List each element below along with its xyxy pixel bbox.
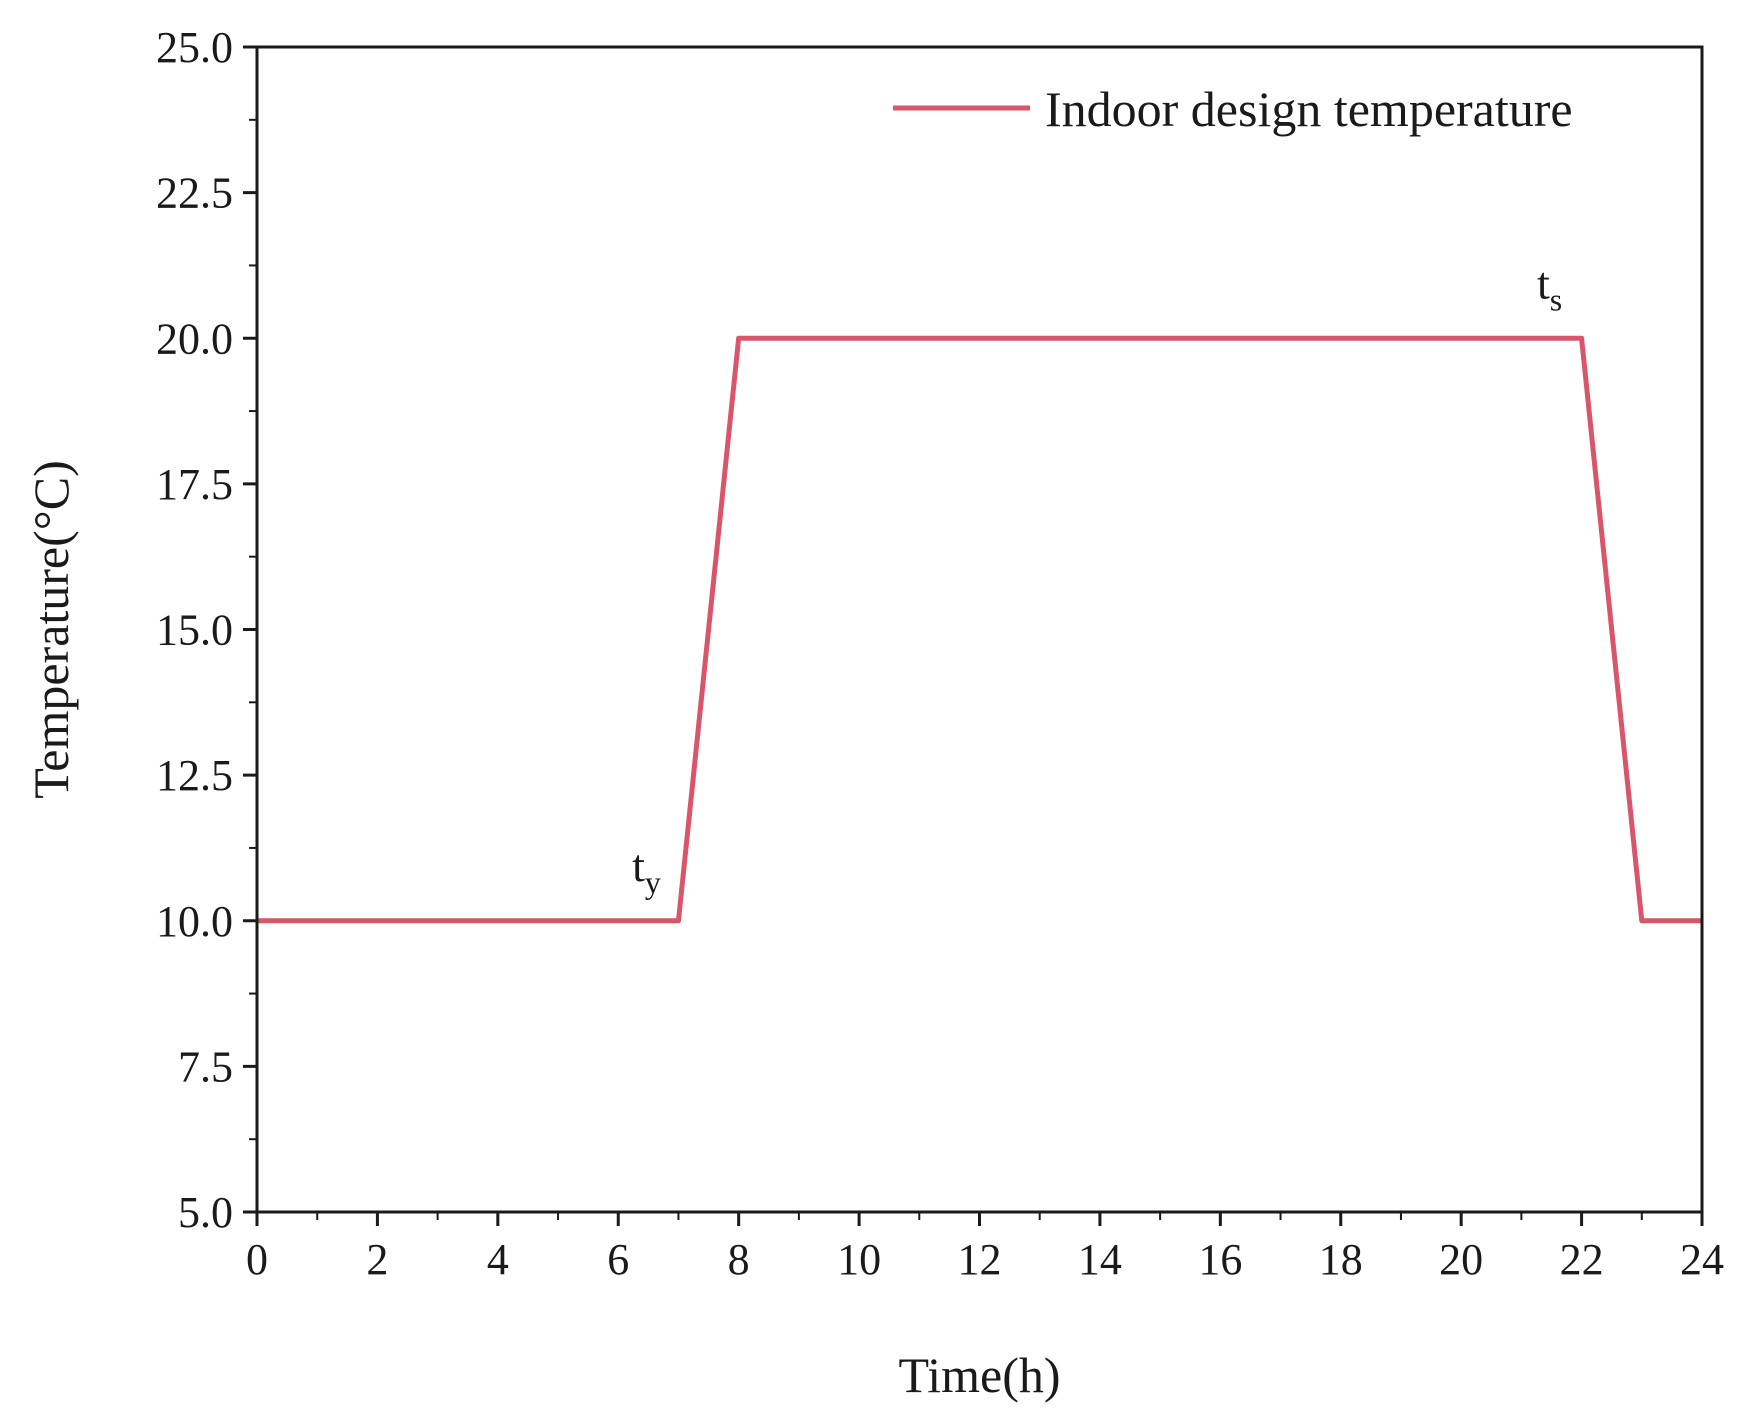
x-tick-label: 4 — [487, 1235, 509, 1284]
x-tick-label: 0 — [246, 1235, 268, 1284]
x-tick-label: 2 — [366, 1235, 388, 1284]
x-tick-label: 10 — [837, 1235, 881, 1284]
annotation-subscript: y — [645, 864, 661, 900]
y-tick-label: 15.0 — [156, 606, 233, 655]
annotation-label: ty — [632, 840, 661, 900]
x-tick-labels: 0 2 4 6 8 10 12 14 16 18 20 22 24 — [246, 1235, 1724, 1284]
y-tick-label: 17.5 — [156, 460, 233, 509]
annotation-label: ts — [1537, 257, 1562, 317]
y-tick-label: 12.5 — [156, 751, 233, 800]
x-tick-label: 20 — [1439, 1235, 1483, 1284]
y-tick-label: 22.5 — [156, 169, 233, 218]
x-tick-label: 12 — [958, 1235, 1002, 1284]
y-axis-title: Temperature(°C) — [23, 460, 79, 799]
x-tick-label: 8 — [728, 1235, 750, 1284]
annotations: ty ts — [632, 257, 1562, 900]
y-tick-label: 5.0 — [178, 1188, 233, 1237]
legend: Indoor design temperature — [893, 81, 1573, 137]
axis-ticks — [243, 45, 1704, 1226]
legend-label: Indoor design temperature — [1045, 81, 1573, 137]
x-tick-label: 22 — [1560, 1235, 1604, 1284]
series-layer — [257, 335, 1702, 924]
x-tick-label: 14 — [1078, 1235, 1122, 1284]
x-tick-label: 16 — [1198, 1235, 1242, 1284]
x-tick-label: 6 — [607, 1235, 629, 1284]
series-line — [257, 335, 1702, 924]
y-tick-label: 20.0 — [156, 314, 233, 363]
annotation-subscript: s — [1550, 281, 1562, 317]
x-tick-label: 18 — [1319, 1235, 1363, 1284]
y-tick-label: 25.0 — [156, 23, 233, 72]
y-tick-label: 10.0 — [156, 897, 233, 946]
plot-frame — [255, 45, 1704, 1214]
y-tick-labels: 5.0 7.5 10.0 12.5 15.0 17.5 20.0 22.5 25.0 — [156, 23, 233, 1237]
x-axis-title: Time(h) — [898, 1347, 1060, 1403]
y-tick-label: 7.5 — [178, 1042, 233, 1091]
x-tick-label: 24 — [1680, 1235, 1724, 1284]
